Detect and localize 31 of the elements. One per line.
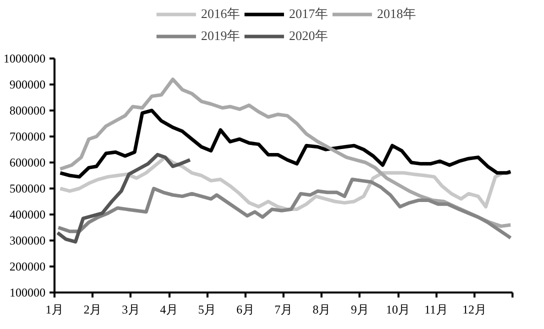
line-series: [58, 108, 512, 179]
x-tick-label: 2月: [84, 302, 102, 316]
legend-label: 2019年: [201, 27, 240, 45]
y-tick-label: 700000: [10, 130, 46, 144]
line-series: [56, 152, 192, 244]
y-tick-label: 500000: [10, 182, 46, 196]
legend-label: 2018年: [377, 5, 416, 23]
line-series: [58, 156, 512, 212]
x-tick-label: 1月: [46, 302, 64, 316]
y-tick-label: 200000: [10, 260, 46, 274]
y-tick-label: 900000: [10, 78, 46, 92]
x-tick-label: 9月: [350, 302, 369, 316]
y-tick-label: 300000: [10, 234, 46, 248]
x-tick-label: 7月: [274, 302, 292, 316]
x-tick-label: 10月: [386, 302, 410, 316]
y-tick-label: 400000: [10, 208, 46, 222]
x-tick-label: 4月: [160, 302, 178, 316]
legend-label: 2020年: [289, 27, 328, 45]
y-tick-label: 800000: [10, 104, 46, 118]
x-tick-label: 6月: [236, 302, 254, 316]
x-tick-label: 8月: [312, 302, 331, 316]
legend-label: 2016年: [201, 5, 240, 23]
y-tick-label: 1000000: [4, 52, 46, 66]
y-tick-label: 100000: [10, 286, 46, 300]
legend-label: 2017年: [289, 5, 328, 23]
line-series: [56, 178, 512, 240]
y-tick-label: 600000: [10, 156, 46, 170]
x-tick-label: 12月: [462, 302, 486, 316]
x-tick-label: 11月: [424, 302, 448, 316]
x-tick-label: 5月: [198, 302, 216, 316]
x-tick-label: 3月: [122, 302, 140, 316]
